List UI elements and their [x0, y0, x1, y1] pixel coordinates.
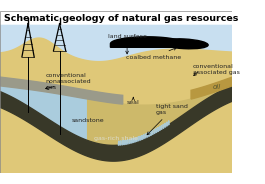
- Polygon shape: [152, 130, 153, 135]
- Polygon shape: [138, 137, 139, 141]
- Polygon shape: [127, 139, 128, 144]
- Polygon shape: [0, 77, 123, 104]
- Text: Schematic geology of natural gas resources: Schematic geology of natural gas resourc…: [3, 14, 238, 23]
- Polygon shape: [132, 138, 134, 143]
- Text: tight sand
gas: tight sand gas: [147, 104, 188, 135]
- Text: land surface: land surface: [108, 34, 147, 54]
- Polygon shape: [191, 77, 232, 99]
- Polygon shape: [131, 139, 132, 143]
- Text: gas-rich shale: gas-rich shale: [94, 136, 138, 141]
- Polygon shape: [157, 127, 158, 132]
- Text: sandstone: sandstone: [71, 118, 104, 123]
- Polygon shape: [0, 85, 232, 161]
- Polygon shape: [147, 133, 148, 137]
- Polygon shape: [88, 85, 232, 145]
- Polygon shape: [159, 126, 160, 131]
- Polygon shape: [0, 86, 88, 141]
- Polygon shape: [111, 37, 184, 47]
- Polygon shape: [140, 136, 141, 140]
- Text: conventional
nonassociated
gas: conventional nonassociated gas: [46, 73, 91, 90]
- Polygon shape: [122, 140, 123, 145]
- Polygon shape: [163, 124, 164, 128]
- Polygon shape: [129, 139, 130, 144]
- Polygon shape: [0, 38, 232, 173]
- Polygon shape: [154, 129, 155, 134]
- Polygon shape: [143, 134, 144, 139]
- Polygon shape: [0, 25, 232, 62]
- Polygon shape: [125, 140, 126, 144]
- Polygon shape: [136, 137, 137, 141]
- Text: oil: oil: [212, 84, 220, 90]
- Polygon shape: [145, 134, 146, 138]
- Text: conventional
associated gas: conventional associated gas: [193, 64, 240, 75]
- Polygon shape: [120, 141, 121, 145]
- Ellipse shape: [160, 39, 208, 49]
- Polygon shape: [134, 138, 135, 142]
- Polygon shape: [168, 121, 169, 125]
- Polygon shape: [166, 122, 167, 126]
- Polygon shape: [0, 11, 232, 173]
- Text: seal: seal: [127, 97, 140, 105]
- Polygon shape: [161, 125, 162, 130]
- Polygon shape: [165, 123, 166, 127]
- Polygon shape: [118, 141, 119, 145]
- Text: coalbed methane: coalbed methane: [126, 47, 181, 60]
- Polygon shape: [0, 101, 232, 173]
- Polygon shape: [124, 140, 125, 145]
- Polygon shape: [156, 128, 157, 133]
